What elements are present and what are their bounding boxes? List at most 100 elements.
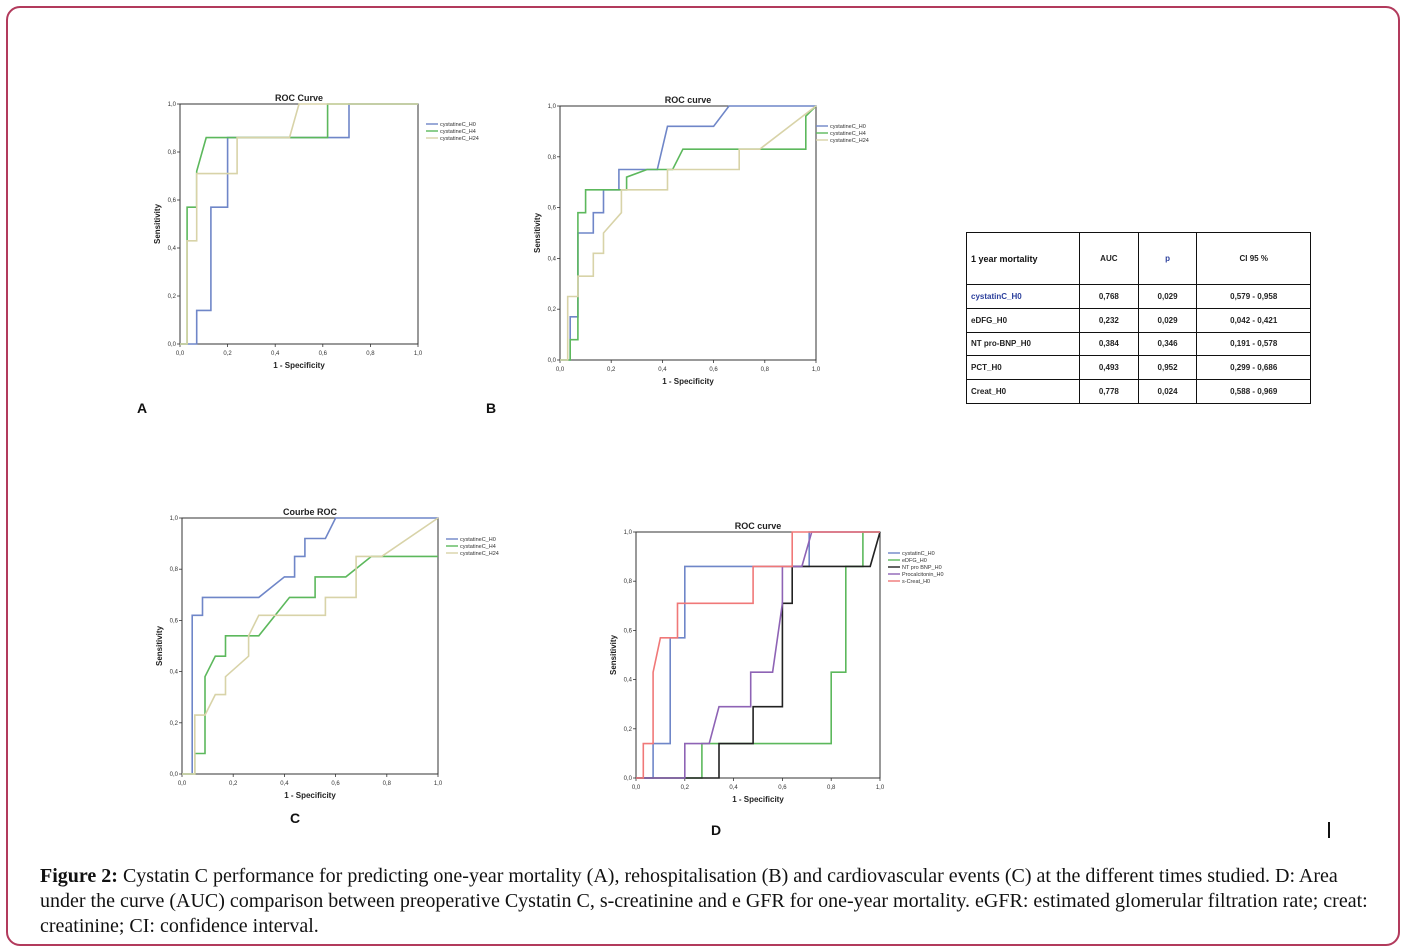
x-tick-label: 0,6 bbox=[331, 781, 340, 787]
plot-frame bbox=[559, 105, 817, 361]
legend-label: Procalcitonin_H0 bbox=[902, 572, 944, 578]
x-tick-label: 1,0 bbox=[414, 351, 423, 357]
table-cell: 0,579 - 0,958 bbox=[1196, 284, 1311, 309]
table-cell: 0,299 - 0,686 bbox=[1196, 355, 1311, 381]
y-tick-label: 0,0 bbox=[548, 358, 557, 364]
legend-label: eDFG_H0 bbox=[902, 558, 927, 564]
table-header-row: 1 year mortality AUC p CI 95 % bbox=[966, 232, 1311, 285]
figure-caption: Figure 2: Cystatin C performance for pre… bbox=[40, 864, 1380, 939]
legend-label: cystatineC_H4 bbox=[830, 131, 866, 137]
roc-line-cystatineC-H24 bbox=[560, 105, 817, 361]
roc-line-Procalcitonin-H0 bbox=[636, 531, 880, 779]
x-tick-label: 0,6 bbox=[709, 367, 718, 373]
x-tick-label: 1,0 bbox=[434, 781, 443, 787]
x-axis-label: 1 - Specificity bbox=[273, 361, 325, 370]
x-tick-label: 0,6 bbox=[778, 785, 787, 791]
legend-label: cystatineC_H4 bbox=[460, 544, 496, 550]
table-header-cell: p bbox=[1137, 232, 1198, 285]
table-row: cystatinC_H0 0,768 0,029 0,579 - 0,958 bbox=[966, 284, 1311, 309]
table-cell: Creat_H0 bbox=[966, 379, 1080, 404]
y-tick-label: 0,2 bbox=[170, 721, 179, 727]
roc-line-eDFG-H0 bbox=[636, 531, 880, 779]
plot-frame bbox=[179, 103, 419, 345]
table-cell: 0,029 bbox=[1137, 307, 1198, 333]
y-tick-label: 0,2 bbox=[548, 307, 557, 313]
y-tick-label: 1,0 bbox=[168, 102, 177, 108]
roc-line-cystatineC-H24 bbox=[182, 517, 439, 775]
table-cell: 0,384 bbox=[1079, 331, 1139, 357]
table-cell: 0,588 - 0,969 bbox=[1196, 379, 1311, 404]
x-tick-label: 0,6 bbox=[319, 351, 328, 357]
table-header-cell: 1 year mortality bbox=[966, 232, 1080, 285]
panel-letter-d: D bbox=[711, 822, 722, 838]
legend-label: cystatineC_H0 bbox=[830, 124, 866, 130]
panel-letter-b: B bbox=[486, 400, 497, 416]
table-cell: 0,768 bbox=[1079, 284, 1139, 309]
y-tick-label: 0,4 bbox=[168, 246, 177, 252]
y-tick-label: 0,8 bbox=[624, 579, 633, 585]
x-tick-label: 0,4 bbox=[729, 785, 738, 791]
x-tick-label: 0,8 bbox=[827, 785, 836, 791]
x-tick-label: 0,0 bbox=[176, 351, 185, 357]
table-row: NT pro-BNP_H0 0,384 0,346 0,191 - 0,578 bbox=[966, 331, 1311, 357]
y-tick-label: 0,4 bbox=[170, 670, 179, 676]
table-cell: PCT_H0 bbox=[966, 355, 1080, 381]
legend-label: cystatineC_H0 bbox=[460, 537, 496, 543]
table-cell: eDFG_H0 bbox=[966, 307, 1080, 333]
y-tick-label: 0,6 bbox=[548, 206, 557, 212]
x-tick-label: 0,4 bbox=[271, 351, 280, 357]
x-axis-label: 1 - Specificity bbox=[284, 791, 336, 800]
legend-label: cystatinC_H0 bbox=[902, 551, 935, 557]
chart-title: Courbe ROC bbox=[283, 507, 338, 517]
roc-line-cystatineC-H0 bbox=[182, 517, 438, 775]
y-axis-label: Sensitivity bbox=[155, 625, 164, 666]
table-cell: 0,042 - 0,421 bbox=[1196, 307, 1311, 333]
roc-chart-c: Courbe ROC 0,0 0,0 0,2 0,2 0,4 0,4 0,6 0,6 0,8 0,8… bbox=[155, 507, 499, 800]
stray-mark bbox=[1328, 822, 1330, 838]
chart-title: ROC curve bbox=[735, 521, 782, 531]
y-tick-label: 0,4 bbox=[624, 678, 633, 684]
figure-frame bbox=[6, 6, 1400, 946]
table-cell: 0,029 bbox=[1137, 284, 1198, 309]
x-tick-label: 0,2 bbox=[229, 781, 238, 787]
x-tick-label: 0,4 bbox=[280, 781, 289, 787]
y-tick-label: 1,0 bbox=[624, 530, 633, 536]
x-axis-label: 1 - Specificity bbox=[662, 377, 714, 386]
caption-label: Figure 2: bbox=[40, 865, 118, 887]
legend-label: s-Creat_H0 bbox=[902, 579, 930, 585]
table-cell: 0,232 bbox=[1079, 307, 1139, 333]
table-row: eDFG_H0 0,232 0,029 0,042 - 0,421 bbox=[966, 307, 1311, 333]
table-cell: 0,346 bbox=[1137, 331, 1198, 357]
panel-letter-a: A bbox=[137, 400, 148, 416]
plot-frame bbox=[635, 531, 881, 779]
y-tick-label: 0,8 bbox=[170, 567, 179, 573]
table-header-cell: AUC bbox=[1079, 232, 1139, 285]
legend-label: cystatineC_H24 bbox=[460, 551, 499, 557]
x-tick-label: 1,0 bbox=[812, 367, 821, 373]
roc-chart-a: ROC Curve 0,0 0,0 0,2 0,2 0,4 0,4 0,6 0,6 0,8 0,8 1… bbox=[153, 93, 479, 370]
table-cell: 0,191 - 0,578 bbox=[1196, 331, 1311, 357]
x-tick-label: 0,8 bbox=[383, 781, 392, 787]
table-cell: 0,493 bbox=[1079, 355, 1139, 381]
chart-title: ROC curve bbox=[665, 95, 712, 105]
y-tick-label: 0,0 bbox=[168, 342, 177, 348]
x-tick-label: 0,4 bbox=[658, 367, 667, 373]
y-tick-label: 0,8 bbox=[168, 150, 177, 156]
x-tick-label: 1,0 bbox=[876, 785, 885, 791]
roc-line-cystatineC-H4 bbox=[560, 105, 817, 361]
roc-line-cystatineC-H0 bbox=[560, 105, 816, 361]
panel-letter-c: C bbox=[290, 810, 301, 826]
roc-line-s-Creat-H0 bbox=[636, 531, 880, 779]
table-cell: 0,952 bbox=[1137, 355, 1198, 381]
roc-line-cystatinC-H0 bbox=[636, 531, 880, 779]
y-tick-label: 0,8 bbox=[548, 155, 557, 161]
roc-line-cystatineC-H4 bbox=[180, 103, 418, 345]
roc-chart-b: ROC curve 0,0 0,0 0,2 0,2 0,4 0,4 0,6 0,6 0,8 0,8 1… bbox=[533, 95, 869, 386]
table-row: Creat_H0 0,778 0,024 0,588 - 0,969 bbox=[966, 379, 1311, 404]
x-tick-label: 0,2 bbox=[607, 367, 616, 373]
x-tick-label: 0,8 bbox=[761, 367, 770, 373]
x-tick-label: 0,0 bbox=[556, 367, 565, 373]
x-tick-label: 0,2 bbox=[223, 351, 232, 357]
legend-label: NT pro BNP_H0 bbox=[902, 565, 942, 571]
y-axis-label: Sensitivity bbox=[533, 212, 542, 253]
